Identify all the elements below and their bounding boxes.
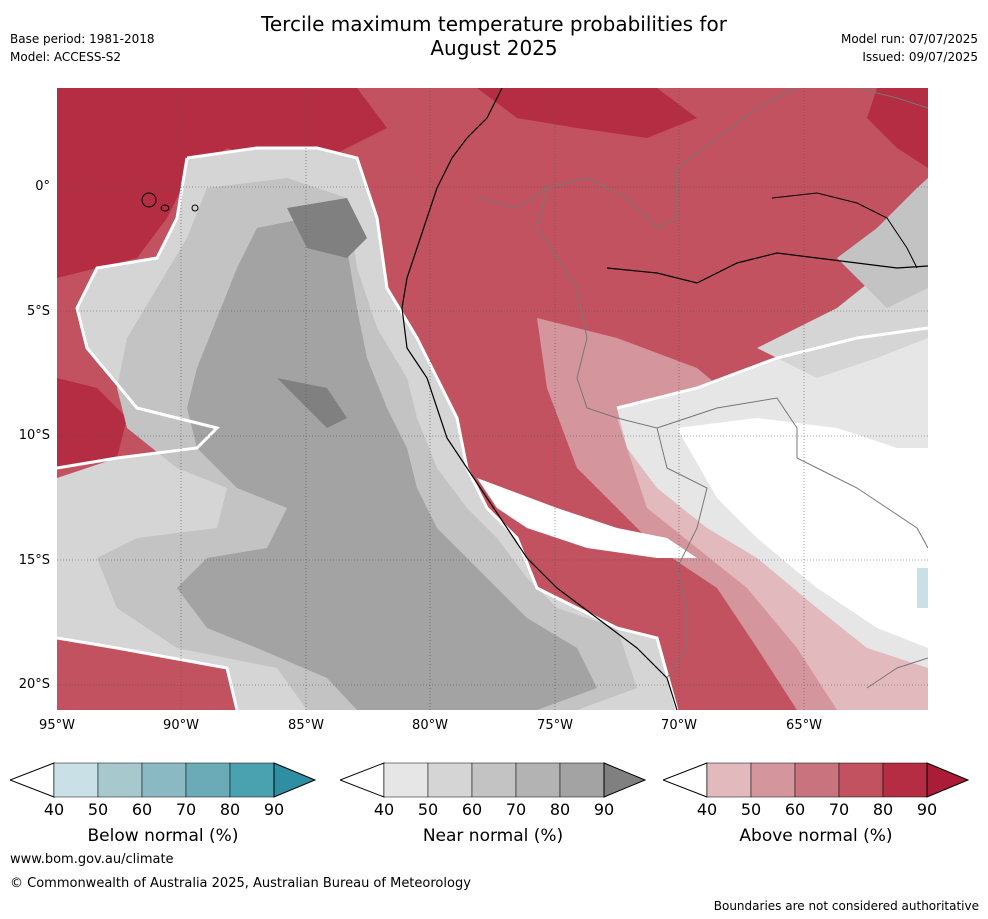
colorbar-tick: 80: [549, 800, 571, 819]
issued-text: Issued: 09/07/2025: [862, 50, 978, 64]
map-title-line2: August 2025: [430, 36, 558, 60]
colorbar-tick: 90: [263, 800, 285, 819]
colorbar-tick: 50: [417, 800, 439, 819]
map-title: Tercile maximum temperature probabilitie…: [0, 12, 988, 60]
probability-map-graphic: [57, 88, 928, 710]
colorbar-tick: 60: [784, 800, 806, 819]
colorbar-tick: 70: [828, 800, 850, 819]
colorbar-tick: 40: [43, 800, 65, 819]
colorbar-label-above-normal: Above normal (%): [739, 826, 893, 846]
colorbar-tick: 60: [461, 800, 483, 819]
colorbar-tick: 90: [916, 800, 938, 819]
colorbar-tick: 70: [175, 800, 197, 819]
colorbar-tick: 60: [131, 800, 153, 819]
colorbar-above-normal-graphic: [661, 762, 970, 798]
base-period-text: Base period: 1981-2018: [10, 32, 155, 46]
probability-map: [57, 88, 928, 710]
model-run-text: Model run: 07/07/2025: [840, 32, 978, 46]
colorbar-tick: 90: [593, 800, 615, 819]
lon-label: 75°W: [537, 718, 573, 733]
colorbar-label-near-normal: Near normal (%): [422, 826, 564, 846]
colorbar-tick: 40: [373, 800, 395, 819]
lat-label: 5°S: [26, 304, 50, 319]
map-title-line1: Tercile maximum temperature probabilitie…: [261, 12, 727, 36]
lon-label: 70°W: [661, 718, 697, 733]
colorbar-tick: 80: [219, 800, 241, 819]
colorbar-tick: 70: [505, 800, 527, 819]
colorbar-below-normal: [8, 762, 317, 798]
website-link[interactable]: www.bom.gov.au/climate: [10, 852, 174, 867]
lat-label: 15°S: [18, 553, 50, 568]
colorbar-tick: 80: [872, 800, 894, 819]
lon-label: 90°W: [163, 718, 199, 733]
colorbar-below-normal-graphic: [8, 762, 317, 798]
lon-label: 85°W: [288, 718, 324, 733]
colorbar-tick: 50: [740, 800, 762, 819]
lat-label: 0°: [35, 179, 50, 194]
colorbar-near-normal-graphic: [338, 762, 647, 798]
colorbar-above-normal: [661, 762, 970, 798]
disclaimer-text: Boundaries are not considered authoritat…: [713, 899, 979, 913]
colorbar-tick: 50: [87, 800, 109, 819]
lon-label: 65°W: [786, 718, 822, 733]
colorbar-near-normal: [338, 762, 647, 798]
colorbar-tick: 40: [696, 800, 718, 819]
lat-label: 20°S: [18, 677, 50, 692]
colorbar-label-below-normal: Below normal (%): [87, 826, 239, 846]
model-text: Model: ACCESS-S2: [10, 50, 122, 64]
copyright-text: © Commonwealth of Australia 2025, Austra…: [10, 876, 471, 891]
lat-label: 10°S: [18, 428, 50, 443]
lon-label: 80°W: [412, 718, 448, 733]
lon-label: 95°W: [39, 718, 75, 733]
